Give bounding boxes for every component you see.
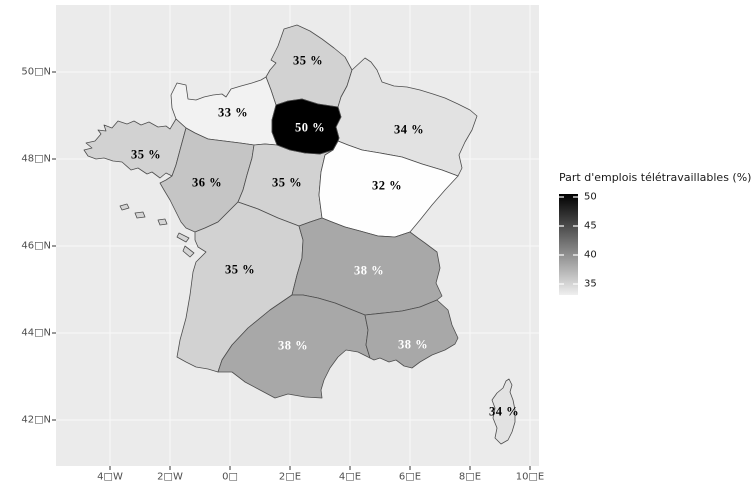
legend-tick-45: 45	[584, 220, 597, 232]
legend-title: Part d'emplois télétravaillables (%)	[559, 171, 752, 184]
x-tick-4e: 4□E	[338, 471, 362, 483]
value-label-bretagne: 35 %	[130, 147, 162, 162]
value-label-normandie: 33 %	[217, 105, 249, 120]
x-tick-6e: 6□E	[398, 471, 422, 483]
region-ile-de-france	[271, 98, 342, 155]
x-tick-10e: 10□E	[515, 471, 545, 483]
y-tick-46n: 46□N	[21, 240, 51, 252]
axis-ticks	[52, 71, 531, 470]
x-tick-4w: 4□W	[97, 471, 123, 483]
value-label-provence-alpes-cote-d-azur: 38 %	[397, 337, 429, 352]
y-tick-44n: 44□N	[21, 327, 51, 339]
x-tick-2w: 2□W	[157, 471, 183, 483]
region-bretagne	[83, 118, 187, 179]
value-label-ile-de-france: 50 %	[294, 120, 326, 135]
value-label-nouvelle-aquitaine: 35 %	[224, 262, 256, 277]
value-label-corse: 34 %	[488, 404, 520, 419]
y-tick-48n: 48□N	[21, 153, 51, 165]
coastal-islands	[119, 203, 195, 258]
legend-tick-40: 40	[584, 249, 597, 261]
x-tick-2e: 2□E	[278, 471, 302, 483]
x-tick-8e: 8□E	[458, 471, 482, 483]
value-label-occitanie: 38 %	[277, 338, 309, 353]
y-tick-50n: 50□N	[21, 66, 51, 78]
x-tick-0: 0□	[222, 471, 238, 483]
legend-tick-35: 35	[584, 278, 597, 290]
value-label-centre-val-de-loire: 35 %	[271, 175, 303, 190]
value-label-grand-est: 34 %	[393, 122, 425, 137]
value-label-hauts-de-france: 35 %	[292, 53, 324, 68]
value-label-auvergne-rhone-alpes: 38 %	[353, 263, 385, 278]
region-occitanie	[217, 294, 371, 399]
region-corse	[491, 378, 516, 445]
legend-colorbar	[559, 194, 578, 295]
y-tick-42n: 42□N	[21, 414, 51, 426]
value-label-bourgogne-franche-comte: 32 %	[371, 178, 403, 193]
region-provence-alpes-cote-d-azur	[364, 299, 459, 369]
value-label-pays-de-la-loire: 36 %	[191, 175, 223, 190]
legend-colorbar-ticks	[559, 196, 578, 285]
legend-tick-50: 50	[584, 191, 597, 203]
